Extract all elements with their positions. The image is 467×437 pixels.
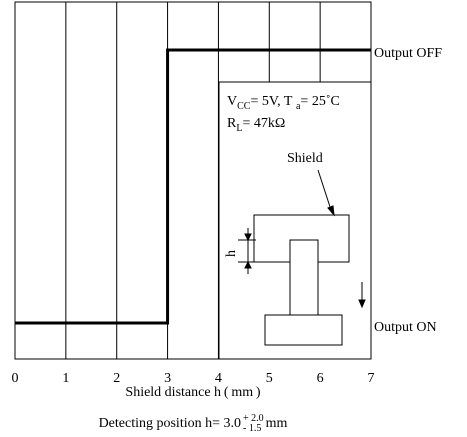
y-level-off-label: Output OFF — [374, 46, 443, 61]
x-tick-label-6: 6 — [317, 371, 324, 386]
shield-label: Shield — [287, 151, 323, 166]
x-axis-label: Shield distance h ( mm ) — [125, 385, 261, 400]
shield-pointer — [317, 169, 333, 214]
x-tick-label-4: 4 — [215, 371, 222, 386]
sensor-diagram — [238, 169, 366, 346]
shield-pointer-head — [327, 205, 335, 217]
x-tick-labels: 0 1 2 3 4 5 6 7 — [12, 371, 375, 386]
detecting-position-note: Detecting position h= 3.0 + 2.0- 1.5 mm — [98, 413, 288, 434]
condition-rl: RL= 47kΩ — [227, 116, 286, 134]
series-line — [15, 48, 371, 325]
x-tick-label-7: 7 — [368, 371, 375, 386]
x-tick-label-3: 3 — [164, 371, 171, 386]
sensor-head — [289, 239, 319, 316]
x-tick-label-0: 0 — [12, 371, 19, 386]
h-dimension-label: h — [224, 250, 239, 257]
condition-vcc-ta: VCC= 5V, T a= 25˚C — [227, 94, 340, 112]
move-direction-arrowhead — [358, 299, 366, 309]
h-dim-arrow-bottom — [244, 260, 252, 269]
x-tick-label-2: 2 — [113, 371, 120, 386]
sensor-base — [264, 314, 343, 346]
x-tick-label-5: 5 — [266, 371, 273, 386]
x-tick-label-1: 1 — [62, 371, 69, 386]
y-level-on-label: Output ON — [374, 320, 437, 335]
h-dim-arrow-top — [244, 233, 252, 242]
